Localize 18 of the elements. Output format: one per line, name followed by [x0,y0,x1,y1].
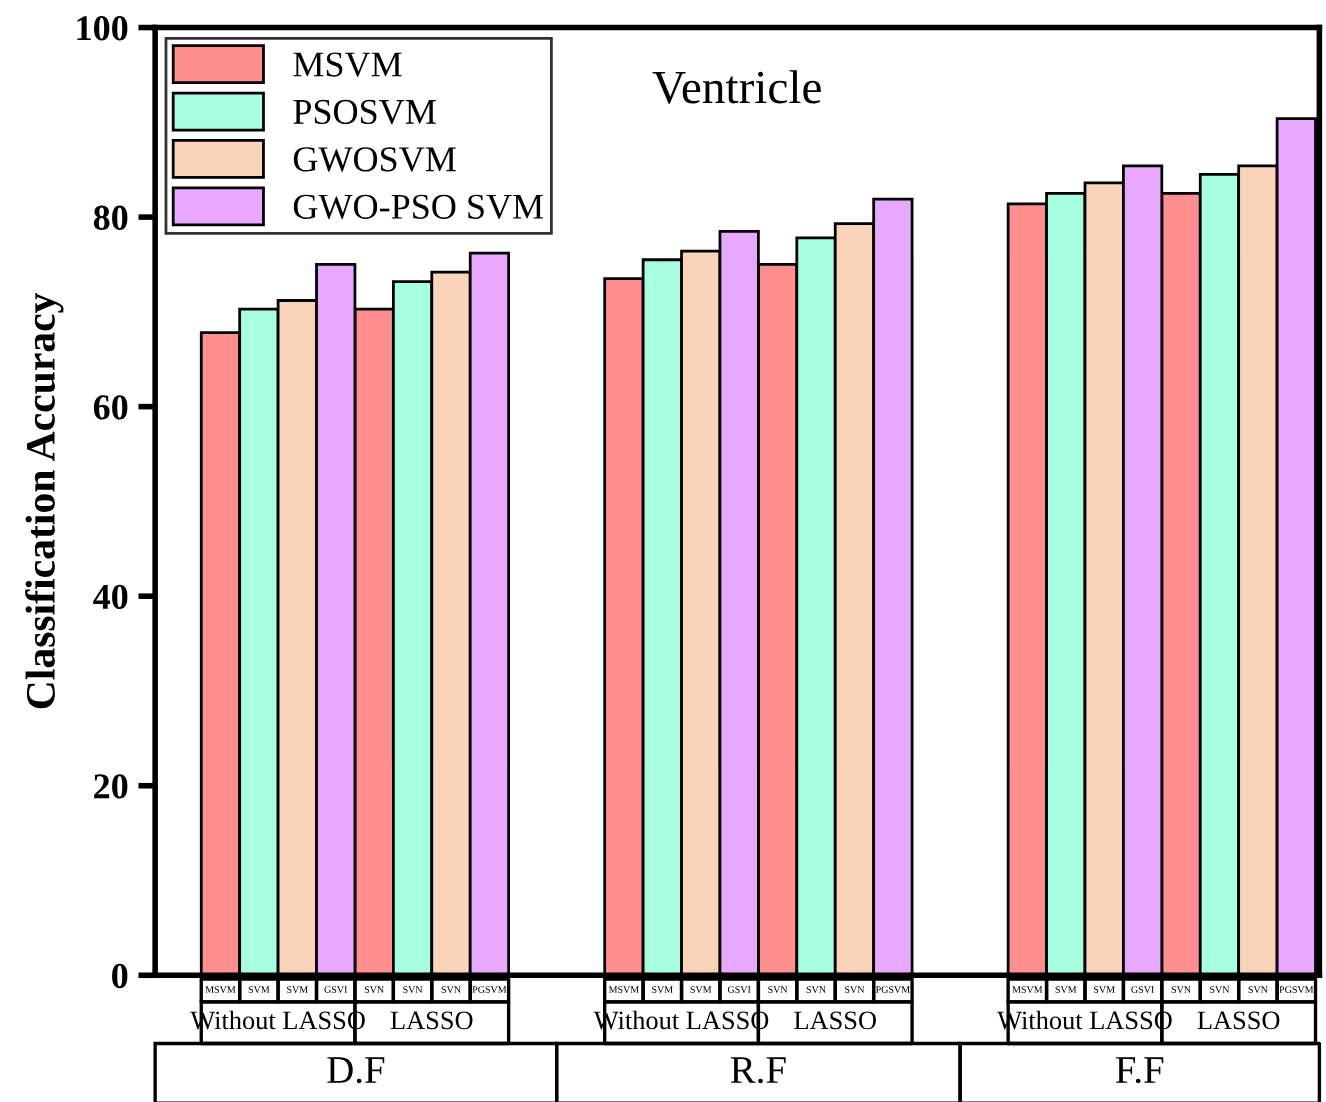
text: D.F [327,1057,385,1084]
legend-label: MSVM [293,52,402,77]
y-tick-label: 0 [112,963,128,989]
y-tick-label: 60 [93,395,128,420]
x-tick-label: LASSO [794,1011,876,1030]
y-tick-label: 80 [93,205,128,230]
y-axis-title: Classification Accuracy [25,292,64,709]
legend-label: PSOSVM [293,99,436,125]
text: R.F [730,1057,786,1084]
text: Ventricle [652,70,821,104]
x-tick-label: LASSO [1197,1011,1280,1030]
text: F.F [1115,1057,1164,1084]
y-tick-label: 20 [94,774,128,799]
y-tick-label: 40 [93,584,128,610]
legend-label: GWOSVM [293,147,456,172]
x-tick-label: LASSO [390,1011,473,1030]
y-tick-label: 100 [77,16,128,41]
legend-label: GWO-PSO SVM [293,194,544,220]
